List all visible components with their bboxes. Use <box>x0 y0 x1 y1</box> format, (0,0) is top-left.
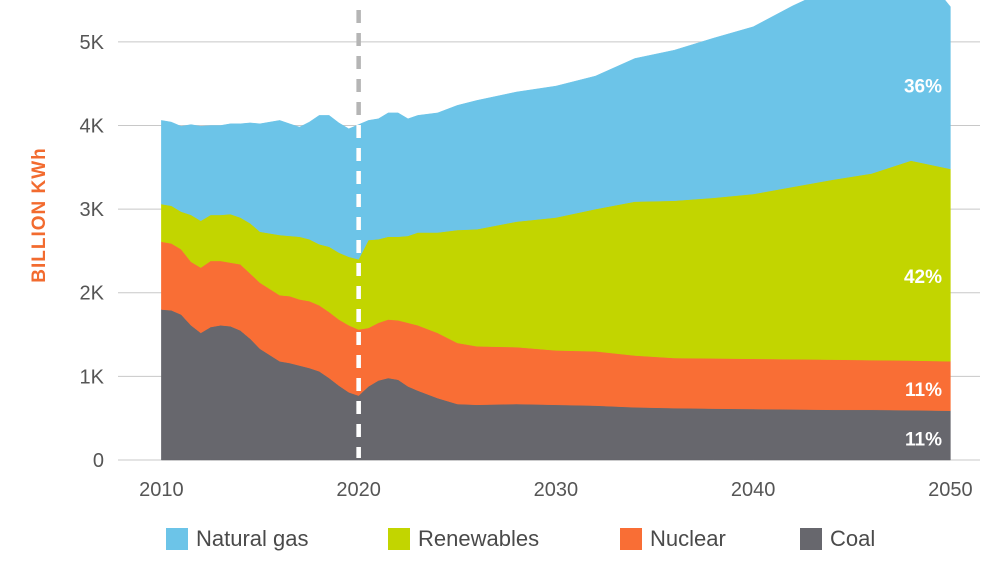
x-tick-label: 2030 <box>534 479 579 501</box>
y-tick-label: 5K <box>80 32 105 54</box>
legend-label-renewables: Renewables <box>418 526 540 551</box>
axis-layer: 0 1K 2K 3K 4K 5K 2010 2020 2030 2040 2050 <box>80 32 973 501</box>
share-label-coal: 11% <box>905 429 942 450</box>
legend: Natural gas Renewables Nuclear Coal <box>0 520 1000 560</box>
chart-svg: 36% 42% 11% 11% 0 1K 2K 3K 4K 5K 2010 2020 2030 2040… <box>29 0 980 501</box>
y-axis-title: BILLION KWh <box>29 147 50 283</box>
y-tick-label: 2K <box>80 283 105 305</box>
legend-label-coal: Coal <box>830 526 876 551</box>
share-label-nuclear: 11% <box>905 380 942 401</box>
x-tick-label: 2040 <box>731 479 776 501</box>
y-tick-label: 1K <box>80 366 105 388</box>
share-label-renewables: 42% <box>904 267 942 288</box>
y-tick-label: 0 <box>93 450 104 472</box>
legend-item-nuclear: Nuclear <box>620 526 726 552</box>
legend-swatch-renewables <box>388 528 410 550</box>
y-tick-label: 3K <box>80 199 105 221</box>
y-tick-label: 4K <box>80 115 105 137</box>
x-tick-label: 2050 <box>928 479 973 501</box>
legend-item-renewables: Renewables <box>388 526 539 552</box>
legend-item-natural-gas: Natural gas <box>166 526 309 552</box>
legend-swatch-coal <box>800 528 822 550</box>
label-layer: 36% 42% 11% 11% <box>904 76 942 450</box>
legend-swatch-natural-gas <box>166 528 188 550</box>
share-label-natural-gas: 36% <box>904 76 942 97</box>
area-layer <box>161 0 951 461</box>
x-tick-label: 2020 <box>336 479 381 501</box>
legend-swatch-nuclear <box>620 528 642 550</box>
legend-item-coal: Coal <box>800 526 875 552</box>
x-tick-label: 2010 <box>139 479 184 501</box>
legend-label-nuclear: Nuclear <box>650 526 726 551</box>
legend-label-natural-gas: Natural gas <box>196 526 309 551</box>
